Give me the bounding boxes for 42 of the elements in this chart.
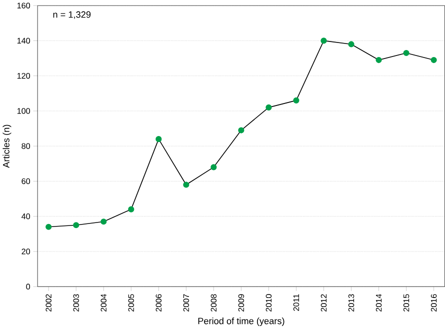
x-tick-label: 2016	[430, 294, 437, 312]
x-tick-label: 2009	[238, 294, 244, 312]
x-tick-label: 2014	[376, 294, 382, 312]
y-tick-label: 60	[22, 178, 30, 184]
point	[376, 57, 382, 64]
x-tick-label: 2007	[183, 294, 190, 312]
y-tick-label: 20	[22, 248, 30, 254]
x-tick-label: 2012	[320, 294, 327, 312]
y-tick-label: 120	[17, 73, 30, 79]
x-tick-label: 2006	[156, 294, 162, 312]
y-tick-label: 0	[26, 284, 30, 290]
x-tick-label: 2008	[210, 294, 217, 312]
x-tick-label: 2002	[46, 294, 52, 312]
y-tick-label: 100	[17, 108, 30, 114]
point	[73, 222, 80, 228]
annotation: n = 1,329	[53, 11, 91, 19]
x-tick-label: 2005	[128, 294, 134, 312]
point	[320, 38, 327, 44]
point	[156, 136, 162, 142]
y-axis-title: Articles (n)	[2, 125, 12, 168]
point	[403, 50, 410, 56]
point	[210, 164, 217, 170]
x-axis-title: Period of time (years)	[198, 318, 284, 326]
y-tick-label: 80	[22, 143, 30, 150]
y-tick-label: 140	[17, 38, 30, 44]
point	[238, 127, 244, 134]
x-tick-label: 2004	[100, 294, 106, 312]
x-tick-label: 2013	[348, 294, 354, 312]
point	[293, 98, 300, 104]
x-tick-label: 2015	[403, 294, 410, 312]
point	[46, 224, 52, 230]
x-tick-label: 2011	[293, 294, 300, 312]
y-tick-label: 160	[17, 2, 30, 9]
point	[128, 206, 134, 213]
point	[430, 57, 437, 64]
point	[100, 218, 107, 225]
point	[183, 182, 190, 188]
x-tick-label: 2010	[266, 294, 272, 312]
x-tick-label: 2003	[73, 294, 79, 312]
point	[348, 41, 354, 48]
y-tick-label: 40	[22, 214, 30, 220]
point	[266, 104, 272, 111]
